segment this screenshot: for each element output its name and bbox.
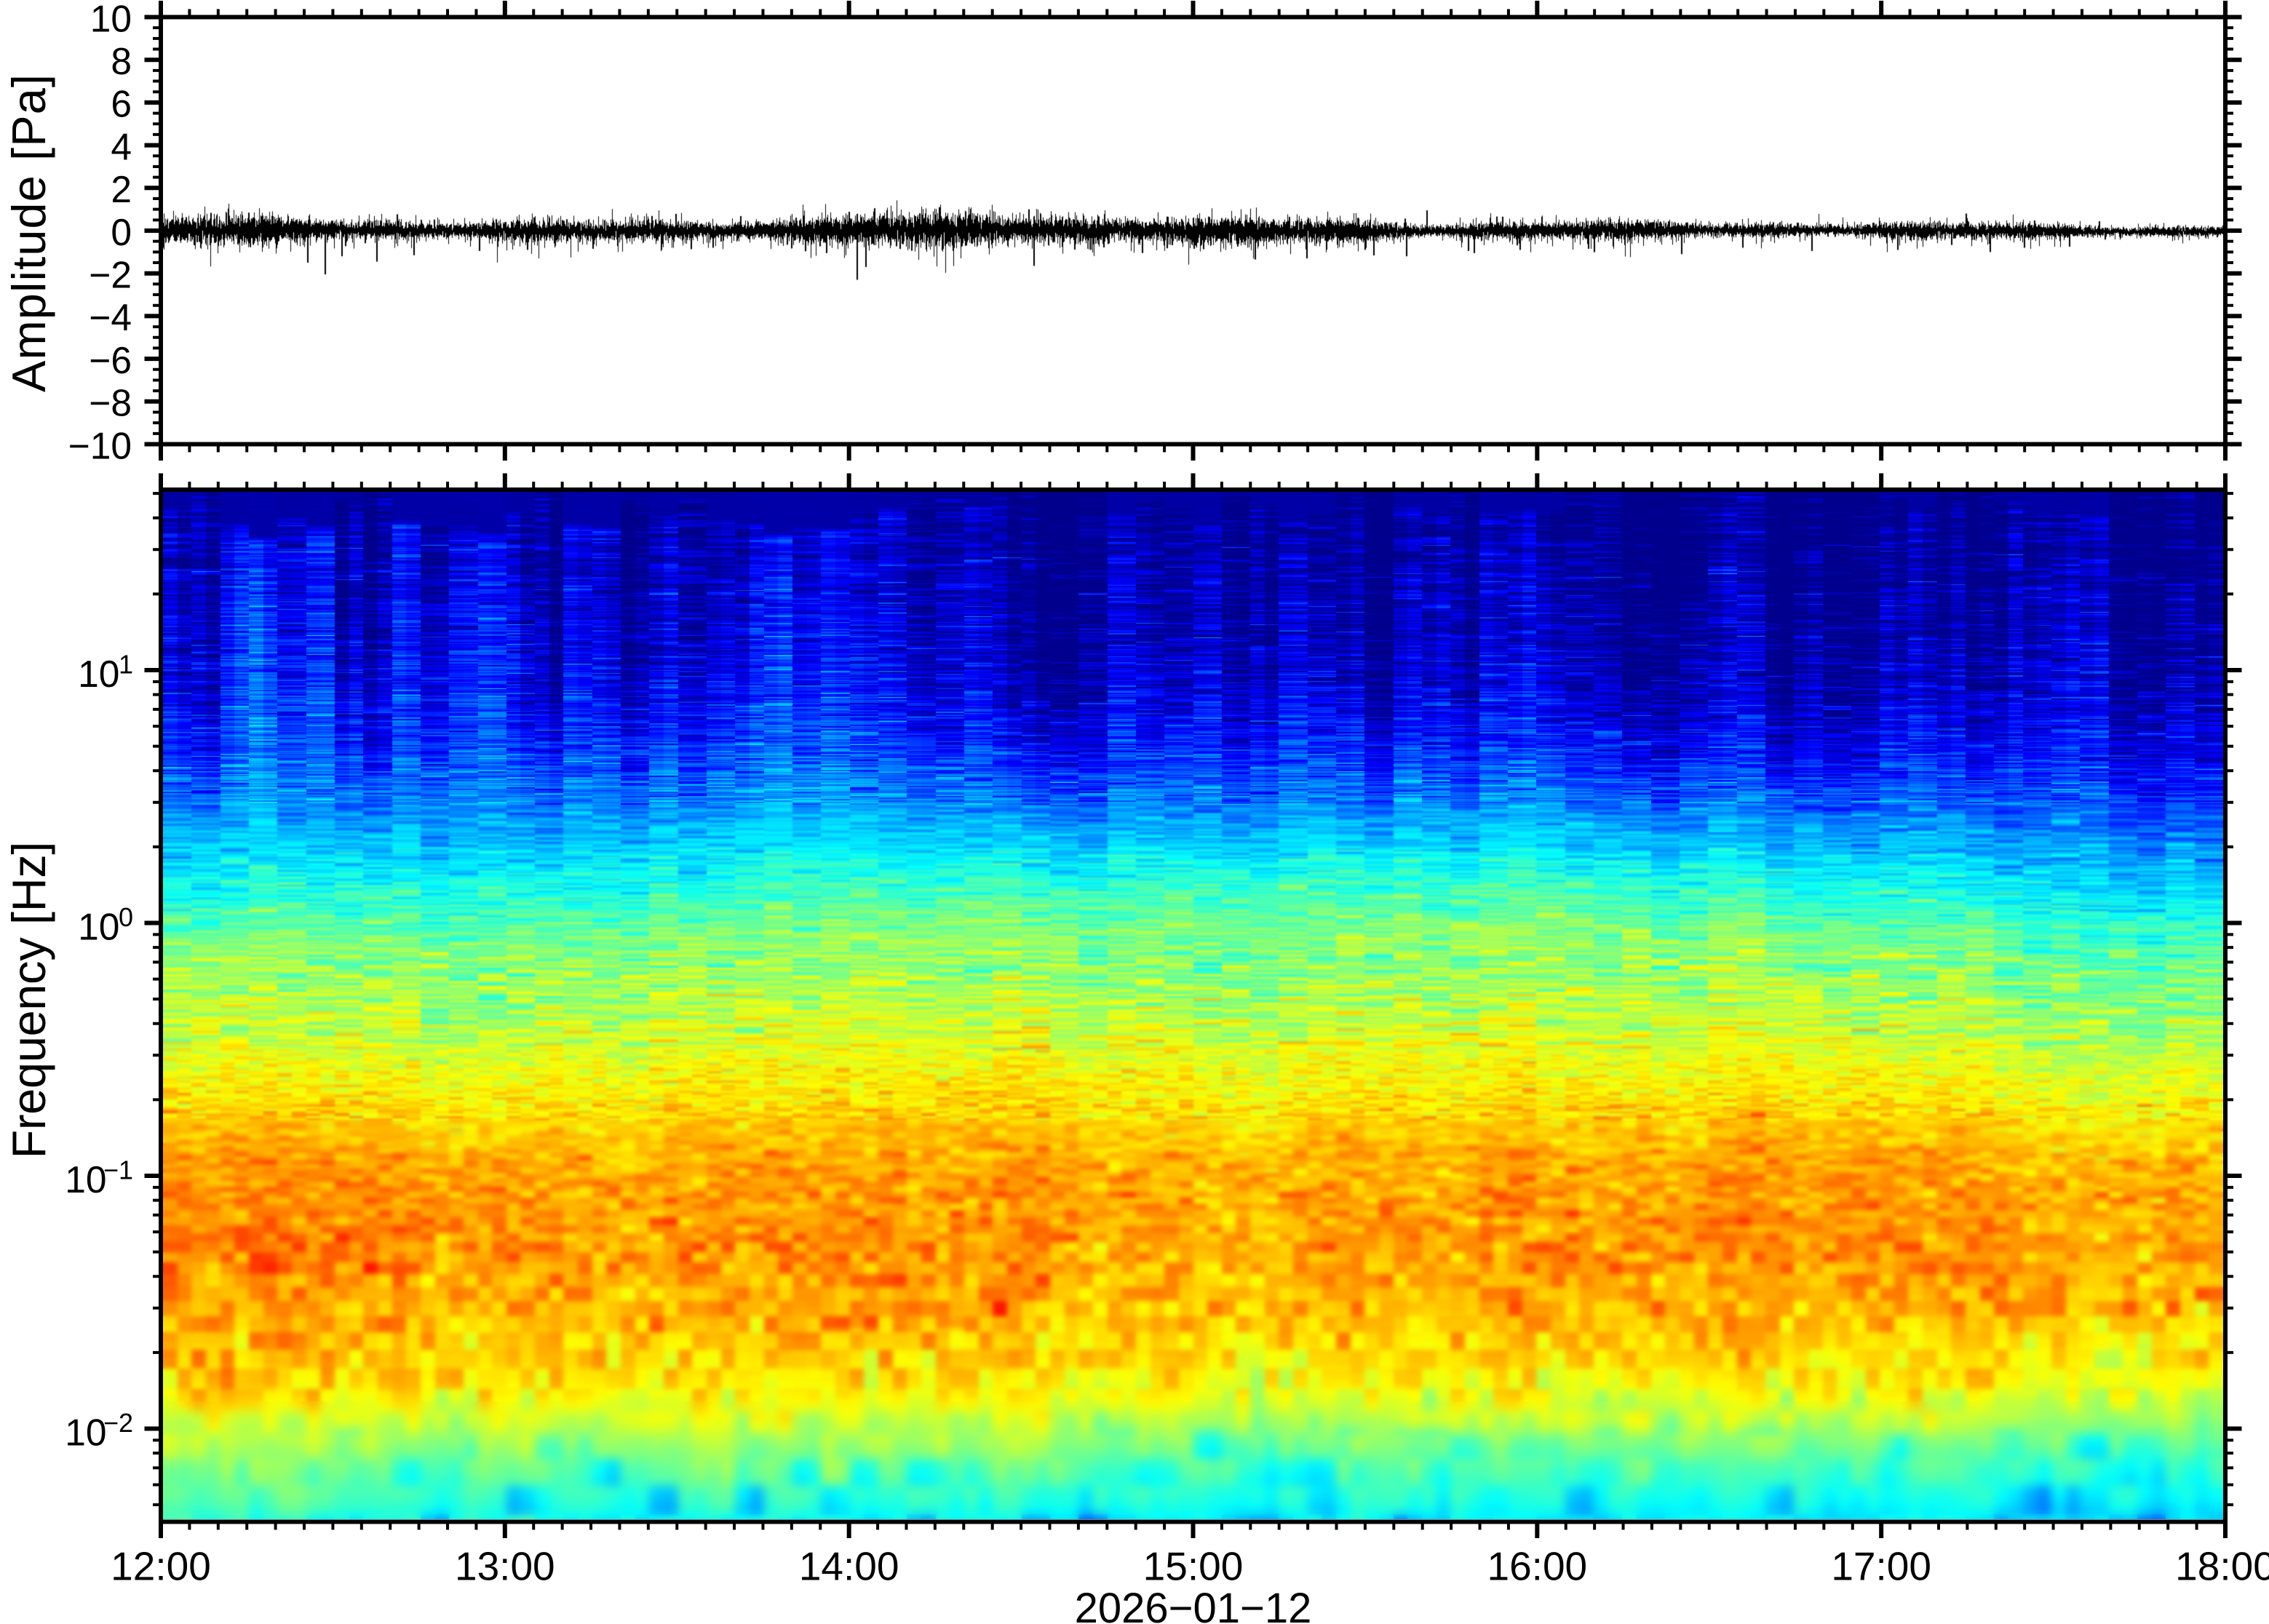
svg-text:6: 6 <box>111 83 132 125</box>
svg-text:4: 4 <box>111 125 132 167</box>
svg-text:10: 10 <box>78 906 119 948</box>
svg-text:10: 10 <box>65 1412 106 1454</box>
svg-text:10: 10 <box>90 0 132 39</box>
svg-text:−2: −2 <box>103 1408 133 1438</box>
svg-text:17:00: 17:00 <box>1831 1544 1931 1589</box>
svg-text:14:00: 14:00 <box>799 1544 899 1589</box>
svg-text:13:00: 13:00 <box>455 1544 555 1589</box>
svg-text:−1: −1 <box>103 1155 133 1185</box>
svg-text:2026−01−12: 2026−01−12 <box>1075 1585 1312 1624</box>
svg-text:10: 10 <box>78 653 119 695</box>
svg-text:−6: −6 <box>89 339 132 381</box>
svg-text:16:00: 16:00 <box>1487 1544 1588 1589</box>
svg-text:12:00: 12:00 <box>111 1544 211 1589</box>
svg-text:15:00: 15:00 <box>1143 1544 1244 1589</box>
svg-text:−4: −4 <box>89 296 132 338</box>
svg-text:10: 10 <box>65 1158 106 1201</box>
svg-text:−2: −2 <box>89 254 132 296</box>
svg-text:Frequency [Hz]: Frequency [Hz] <box>2 842 55 1159</box>
svg-text:2: 2 <box>111 168 132 210</box>
svg-text:0: 0 <box>111 211 132 253</box>
svg-text:8: 8 <box>111 40 132 82</box>
svg-text:18:00: 18:00 <box>2175 1544 2269 1589</box>
svg-text:Amplitude [Pa]: Amplitude [Pa] <box>2 74 55 392</box>
svg-text:−8: −8 <box>89 382 132 424</box>
svg-text:−10: −10 <box>68 424 132 466</box>
svg-text:1: 1 <box>119 650 133 680</box>
svg-text:0: 0 <box>119 902 133 932</box>
